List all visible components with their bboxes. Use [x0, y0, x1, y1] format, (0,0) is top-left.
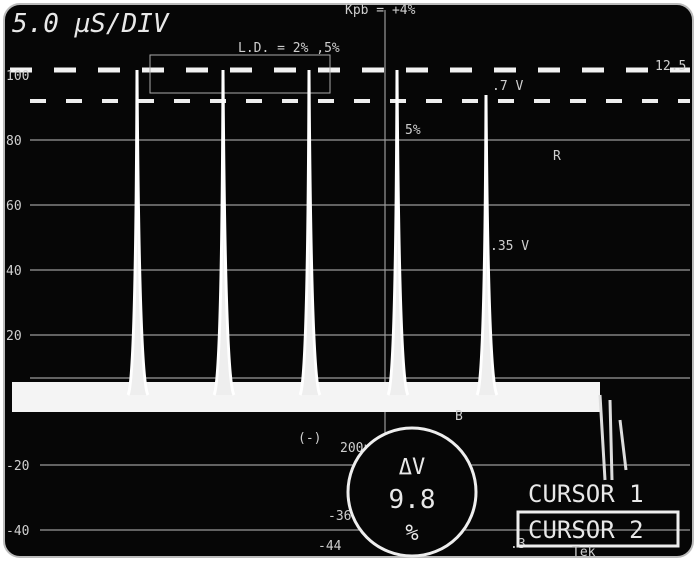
cursor-label: CURSOR 2	[528, 516, 644, 544]
marker: .7 V	[492, 79, 523, 94]
marker: R	[553, 149, 561, 164]
scale-label: -40	[6, 524, 29, 539]
marker: -36	[328, 509, 351, 524]
scope-photo: 5.0 µS/DIV Kpb = +4% L.D. = 2% ,5% 12.5 …	[0, 0, 697, 561]
marker: B	[455, 409, 463, 424]
timebase: 5.0 µS/DIV	[12, 9, 170, 39]
scale-label: 40	[6, 264, 22, 279]
scale-label: -20	[6, 459, 29, 474]
scale-label: 100	[6, 69, 29, 84]
marker: (-)	[298, 431, 321, 446]
marker: .35 V	[490, 239, 529, 254]
screen	[4, 4, 693, 557]
cursor-label: CURSOR 1	[528, 480, 644, 508]
scale-label: 60	[6, 199, 22, 214]
marker: 5%	[405, 123, 421, 138]
readout-label: ΔV	[399, 455, 426, 480]
readout-value: 9.8	[389, 485, 436, 515]
top-label: Kpb = +4%	[345, 3, 416, 18]
readout-unit: %	[405, 521, 418, 546]
scale-label: 80	[6, 134, 22, 149]
ld-label: L.D. = 2% ,5%	[238, 41, 340, 56]
scale-label: 20	[6, 329, 22, 344]
marker: -44	[318, 539, 342, 554]
brand: Tek	[572, 545, 596, 560]
right-top: 12.5	[655, 59, 686, 74]
